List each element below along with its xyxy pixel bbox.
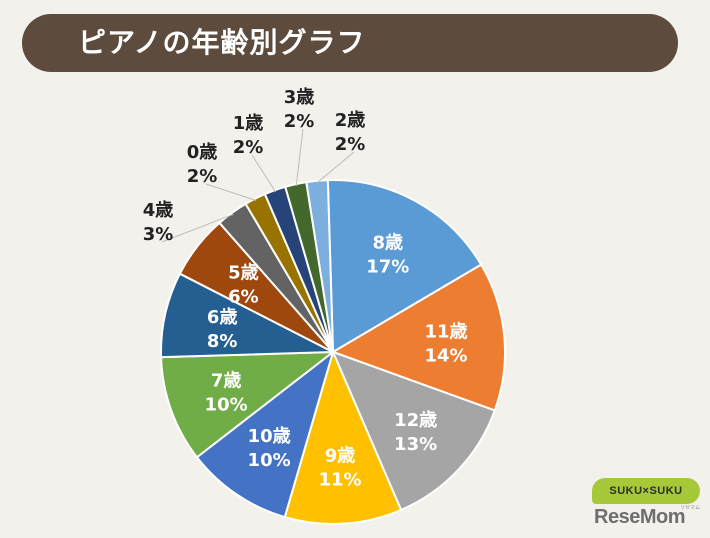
slice-age-label: 0歳	[187, 142, 218, 163]
slice-age-label: 9歳	[325, 445, 356, 466]
logo-kana-text: リセマム	[679, 505, 700, 511]
slice-age-label: 11歳	[424, 322, 467, 343]
slice-percent-label: 2%	[233, 137, 264, 158]
title-banner: ピアノの年齢別グラフ	[22, 14, 678, 72]
slice-age-label: 12歳	[394, 410, 437, 431]
leader-line	[161, 213, 234, 243]
slice-age-label: 5歳	[228, 262, 259, 283]
slice-age-label: 6歳	[207, 307, 238, 328]
slice-percent-label: 13%	[394, 434, 437, 455]
slice-percent-label: 11%	[318, 469, 361, 490]
leader-line	[316, 151, 355, 184]
leader-line	[251, 154, 277, 193]
slice-percent-label: 3%	[143, 224, 174, 245]
slice-percent-label: 2%	[284, 111, 315, 132]
slice-percent-label: 14%	[424, 346, 467, 367]
slice-age-label: 2歳	[335, 110, 366, 131]
slice-percent-label: 8%	[207, 331, 238, 352]
resemom-logo: SUKU×SUKU ReseMom リセマム	[592, 478, 700, 532]
slice-percent-label: 2%	[187, 166, 218, 187]
leader-line	[205, 183, 257, 201]
slice-age-label: 4歳	[143, 200, 174, 221]
slice-percent-label: 10%	[205, 394, 248, 415]
slice-percent-label: 6%	[228, 286, 259, 307]
slice-age-label: 7歳	[211, 370, 242, 391]
slice-age-label: 1歳	[233, 113, 264, 134]
leader-line	[295, 128, 304, 187]
slice-age-label: 10歳	[248, 426, 291, 447]
pie-slice	[305, 179, 334, 353]
slice-age-label: 8歳	[373, 233, 404, 254]
pie-slice	[331, 350, 497, 512]
slice-percent-label: 17%	[366, 257, 409, 278]
pie-slice	[160, 350, 337, 459]
pie-slice	[330, 263, 506, 412]
logo-speech-bubble	[592, 478, 700, 504]
pie-slice	[326, 179, 483, 354]
page-title: ピアノの年齢別グラフ	[78, 26, 366, 59]
logo-top-text: SUKU×SUKU	[609, 485, 683, 497]
pie-slice	[283, 349, 403, 525]
pie-slice	[195, 349, 335, 519]
logo-main-text: ReseMom	[594, 506, 685, 528]
slice-age-label: 3歳	[284, 87, 315, 108]
slice-percent-label: 2%	[335, 134, 366, 155]
slice-percent-label: 10%	[248, 450, 291, 471]
